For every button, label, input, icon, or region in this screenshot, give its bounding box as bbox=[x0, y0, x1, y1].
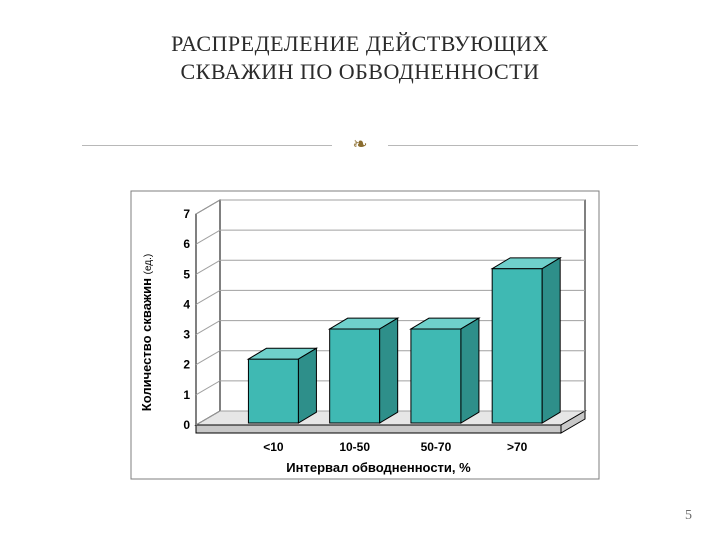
svg-text:3: 3 bbox=[183, 328, 190, 342]
chart-svg: 0 1 2 3 4 5 6 7 <10 10-50 50-70 >70 Интервал обводне… bbox=[130, 190, 600, 480]
ornament-icon: ❧ bbox=[352, 135, 367, 153]
divider-line-left bbox=[82, 145, 332, 146]
svg-text:7: 7 bbox=[183, 207, 190, 221]
divider-line-right bbox=[388, 145, 638, 146]
slide: РАСПРЕДЕЛЕНИЕ ДЕЙСТВУЮЩИХ СКВАЖИН ПО ОБВ… bbox=[0, 0, 720, 540]
svg-text:>70: >70 bbox=[507, 440, 528, 454]
svg-text:Количество скважин (ед.): Количество скважин (ед.) bbox=[139, 254, 154, 411]
svg-text:10-50: 10-50 bbox=[339, 440, 370, 454]
svg-text:Интервал обводненности, %: Интервал обводненности, % bbox=[286, 460, 471, 475]
page-number: 5 bbox=[685, 508, 692, 524]
svg-text:6: 6 bbox=[183, 237, 190, 251]
svg-text:0: 0 bbox=[183, 418, 190, 432]
svg-text:2: 2 bbox=[183, 358, 190, 372]
svg-text:1: 1 bbox=[183, 388, 190, 402]
svg-text:4: 4 bbox=[183, 297, 190, 311]
title-line-2: СКВАЖИН ПО ОБВОДНЕННОСТИ bbox=[180, 59, 539, 84]
title-divider: ❧ bbox=[0, 138, 720, 153]
bar-chart: 0 1 2 3 4 5 6 7 <10 10-50 50-70 >70 Интервал обводне… bbox=[130, 190, 600, 485]
title-line-1: РАСПРЕДЕЛЕНИЕ ДЕЙСТВУЮЩИХ bbox=[171, 31, 549, 56]
svg-text:50-70: 50-70 bbox=[421, 440, 452, 454]
page-title: РАСПРЕДЕЛЕНИЕ ДЕЙСТВУЮЩИХ СКВАЖИН ПО ОБВ… bbox=[0, 30, 720, 85]
svg-text:5: 5 bbox=[183, 267, 190, 281]
svg-text:<10: <10 bbox=[263, 440, 284, 454]
